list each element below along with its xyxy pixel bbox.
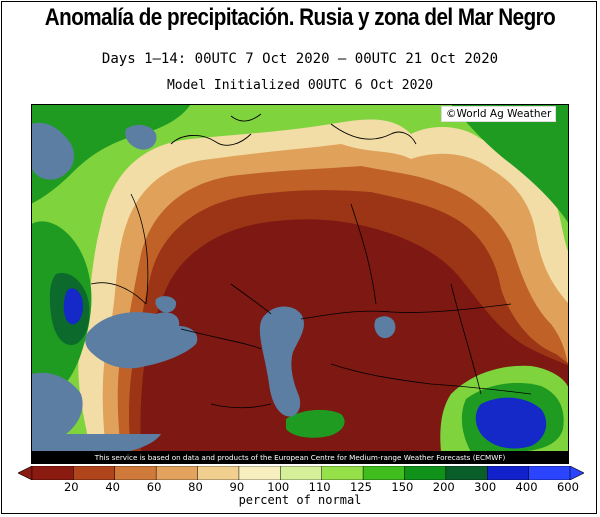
forecast-period: Days 1–14: 00UTC 7 Oct 2020 — 00UTC 21 O… (101, 51, 499, 67)
legend-label: percent of normal (238, 493, 362, 507)
legend-tick-label: 60 (146, 480, 162, 494)
colorbar-segment (73, 466, 116, 480)
data-credit-bar: This service is based on data and produc… (31, 452, 569, 464)
legend-tick-label: 600 (556, 480, 579, 494)
colorbar-segment (321, 466, 364, 480)
mediterranean-sea (31, 434, 161, 452)
legend-colorbar (18, 466, 584, 480)
colorbar-right-arrow (569, 466, 584, 480)
west-max-wet-area (63, 288, 83, 325)
colorbar-segment (197, 466, 240, 480)
legend-tick-label: 20 (63, 480, 79, 494)
legend-tick-label: 200 (432, 480, 455, 494)
precipitation-anomaly-map (31, 104, 569, 452)
legend-tick-label: 80 (188, 480, 203, 494)
colorbar-segment (238, 466, 281, 480)
colorbar-segment (404, 466, 447, 480)
aegean-sea (31, 372, 83, 444)
colorbar-segment (528, 466, 571, 480)
colorbar-segment (114, 466, 157, 480)
legend-tick-label: 100 (267, 480, 290, 494)
model-initialized: Model Initialized 00UTC 6 Oct 2020 (166, 78, 434, 93)
colorbar-segment (362, 466, 406, 480)
south-caspian-wet-patch (286, 409, 345, 438)
copyright-label: ©World Ag Weather (441, 106, 557, 122)
colorbar-segment (280, 466, 323, 480)
legend-tick-label: 40 (105, 480, 121, 494)
coastlines (170, 113, 417, 146)
baltic-sea (31, 122, 75, 180)
legend-tick-label: 90 (229, 480, 245, 494)
white-sea (125, 124, 157, 150)
black-sea (85, 312, 198, 369)
northeast-wet-area (451, 104, 569, 224)
legend-tick-label: 110 (308, 480, 331, 494)
colorbar-segment (445, 466, 488, 480)
southeast-max-wet-area (475, 397, 547, 449)
caspian-sea (259, 306, 304, 417)
legend-tick-label: 400 (515, 480, 538, 494)
aral-sea (374, 316, 396, 339)
colorbar-segment (31, 466, 74, 480)
legend-tick-label: 300 (474, 480, 497, 494)
sea-of-azov (155, 296, 177, 313)
colorbar-segments (31, 466, 571, 480)
legend-tick-label: 150 (391, 480, 414, 494)
page-title: Anomalía de precipitación. Rusia y zona … (44, 4, 556, 31)
colorbar-segment (486, 466, 530, 480)
legend-tick-label: 125 (350, 480, 372, 494)
colorbar-left-arrow (18, 466, 33, 480)
colorbar-segment (155, 466, 199, 480)
country-borders (90, 193, 532, 409)
